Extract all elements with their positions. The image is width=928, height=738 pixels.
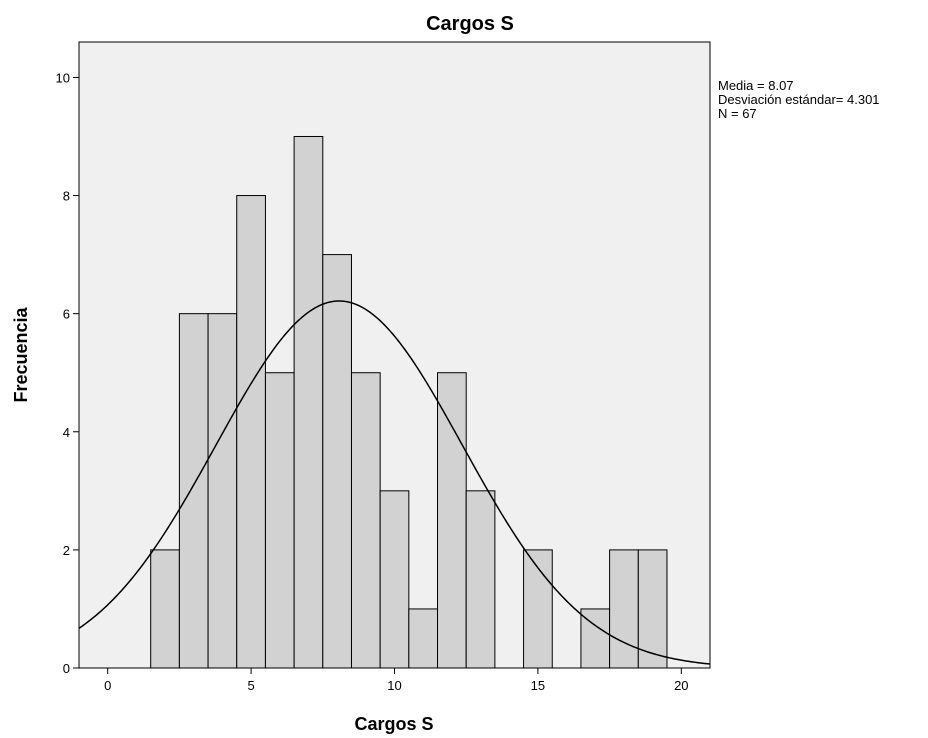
histogram-bar (465, 490, 496, 669)
y-tick-label: 10 (56, 70, 70, 85)
x-tick-label: 20 (674, 678, 688, 693)
x-tick-label: 5 (247, 678, 254, 693)
axes-group: 0 5 10 15 20 0 2 4 6 8 10 (56, 70, 689, 693)
histogram-bar (264, 372, 295, 669)
x-axis-title: Cargos S (354, 714, 433, 734)
y-axis-title: Frecuencia (11, 306, 31, 402)
histogram-bar (379, 490, 410, 669)
x-tick-label: 10 (387, 678, 401, 693)
y-tick-label: 6 (63, 307, 70, 322)
y-tick-label: 8 (63, 189, 70, 204)
stats-mean: Media = 8.07 (718, 78, 794, 93)
histogram-bar (178, 313, 209, 669)
x-tick-label: 15 (531, 678, 545, 693)
bars-group (150, 135, 668, 669)
normal-curve (78, 300, 711, 665)
histogram-bar (207, 313, 238, 669)
histogram-bar (322, 254, 352, 669)
histogram-bar (609, 549, 639, 669)
histogram-bar (637, 549, 668, 669)
histogram-bar (236, 195, 266, 669)
y-tick-label: 0 (63, 661, 70, 676)
histogram-bar (437, 372, 467, 669)
histogram-bar (150, 549, 180, 669)
histogram-bar (523, 549, 553, 669)
chart-title: Cargos S (426, 13, 514, 35)
stats-sd: Desviación estándar= 4.301 (718, 92, 880, 107)
y-tick-label: 4 (63, 425, 70, 440)
histogram-bar (408, 608, 439, 669)
stats-box: Media = 8.07 Desviación estándar= 4.301 … (718, 78, 880, 121)
x-tick-label: 0 (104, 678, 111, 693)
y-tick-label: 2 (63, 543, 70, 558)
histogram-bar (293, 135, 324, 669)
histogram-bar (350, 372, 381, 669)
stats-n: N = 67 (718, 106, 757, 121)
